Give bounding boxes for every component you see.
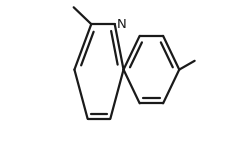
Text: N: N [117, 18, 127, 31]
